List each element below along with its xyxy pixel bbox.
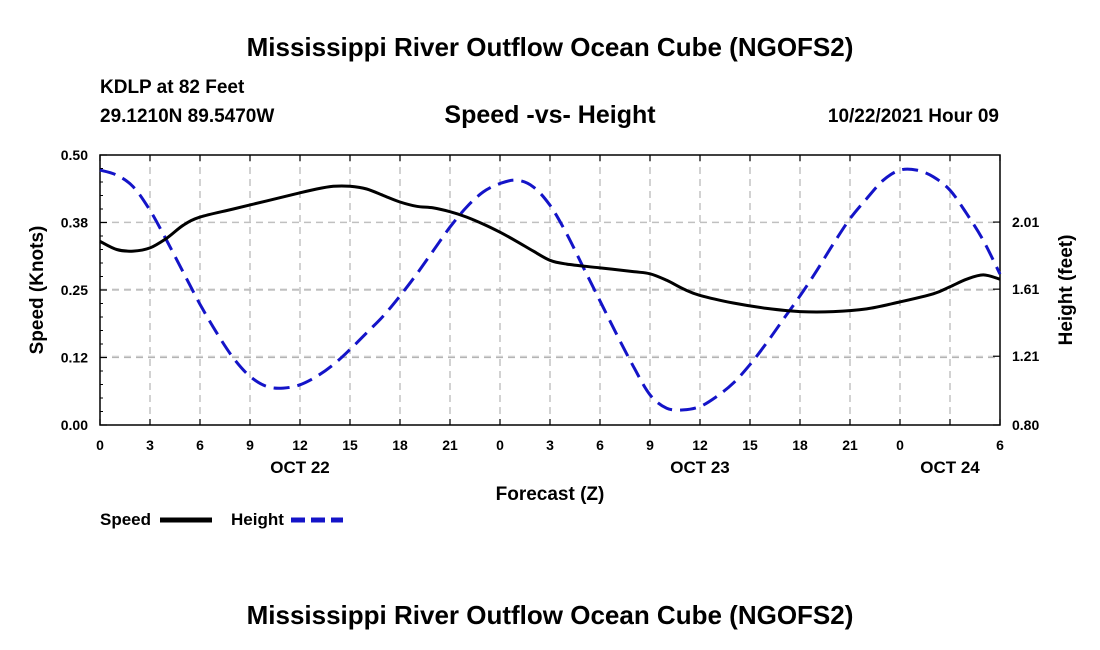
- y-right-tick-label: 1.21: [1012, 348, 1039, 364]
- station-coordinates: 29.1210N 89.5470W: [100, 106, 275, 127]
- chart-subtitle: Speed -vs- Height: [444, 101, 656, 129]
- x-tick-label: 9: [646, 437, 654, 453]
- x-tick-label: 3: [146, 437, 154, 453]
- series-layer: [99, 167, 1002, 412]
- legend: Speed Height: [100, 510, 343, 529]
- series-speed-line: [99, 184, 1001, 314]
- series-height-line: [99, 167, 1002, 412]
- legend-speed-label: Speed: [100, 510, 151, 529]
- x-tick-label: 3: [546, 437, 554, 453]
- tick-layer: [99, 154, 1001, 426]
- x-tick-label: 0: [896, 437, 904, 453]
- station-label: KDLP at 82 Feet: [100, 77, 245, 98]
- chart-main-title: Mississippi River Outflow Ocean Cube (NG…: [246, 32, 854, 62]
- grid-layer: [100, 155, 1000, 425]
- y-left-tick-label: 0.12: [61, 350, 88, 366]
- y-right-tick-label: 0.80: [1012, 417, 1039, 433]
- x-date-label: OCT 22: [270, 458, 330, 477]
- y-left-tick-label: 0.25: [61, 282, 88, 298]
- x-tick-label: 9: [246, 437, 254, 453]
- x-tick-label: 6: [196, 437, 204, 453]
- x-tick-label: 18: [792, 437, 808, 453]
- forecast-datetime: 10/22/2021 Hour 09: [827, 106, 999, 127]
- y-right-tick-label: 1.61: [1012, 281, 1039, 297]
- y-right-tick-label: 2.01: [1012, 214, 1039, 230]
- x-date-label: OCT 23: [670, 458, 730, 477]
- y-left-tick-label: 0.38: [61, 215, 88, 231]
- x-tick-label: 15: [742, 437, 758, 453]
- footer-title: Mississippi River Outflow Ocean Cube (NG…: [246, 600, 854, 630]
- legend-height-label: Height: [231, 510, 284, 529]
- x-tick-label: 12: [692, 437, 708, 453]
- x-tick-label: 18: [392, 437, 408, 453]
- x-tick-label: 21: [442, 437, 458, 453]
- x-tick-label: 6: [596, 437, 604, 453]
- x-date-label: OCT 24: [920, 458, 980, 477]
- label-layer: 0 3 6 9 12 15 18 21 0 3 6 9 12 15 18 21 0 6 OCT 22 OCT 23 OC…: [61, 147, 1040, 477]
- x-axis-title: Forecast (Z): [496, 484, 605, 505]
- x-tick-label: 21: [842, 437, 858, 453]
- plot-frame: [99, 154, 1001, 426]
- y-left-tick-label: 0.00: [61, 417, 88, 433]
- x-tick-label: 6: [996, 437, 1004, 453]
- y-axis-left-title: Speed (Knots): [27, 226, 48, 355]
- x-tick-label: 0: [496, 437, 504, 453]
- x-tick-label: 0: [96, 437, 104, 453]
- y-axis-right-title: Height (feet): [1056, 235, 1077, 346]
- y-left-tick-label: 0.50: [61, 147, 88, 163]
- x-tick-label: 15: [342, 437, 358, 453]
- x-tick-label: 12: [292, 437, 308, 453]
